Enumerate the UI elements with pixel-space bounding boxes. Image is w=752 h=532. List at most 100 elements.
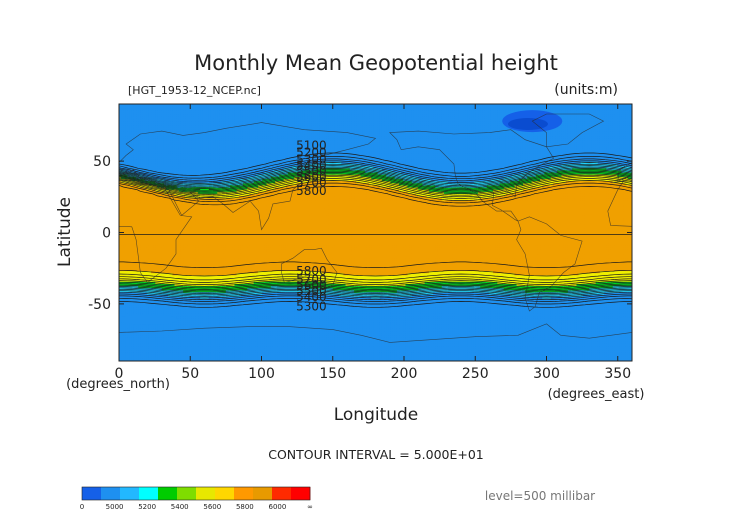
height-cell (119, 204, 122, 208)
height-cell (131, 301, 135, 304)
height-cell (153, 333, 156, 336)
height-cell (136, 198, 139, 201)
height-cell (159, 172, 163, 176)
height-cell (129, 256, 133, 259)
height-cell (123, 153, 127, 156)
height-cell (172, 196, 176, 199)
height-cell (146, 324, 150, 328)
height-cell (157, 221, 161, 225)
height-cell (119, 151, 122, 154)
height-cell (168, 223, 171, 227)
height-cell (146, 341, 150, 345)
height-cell (131, 232, 135, 236)
height-cell (174, 189, 178, 193)
height-cell (129, 335, 133, 339)
height-cell (151, 129, 154, 133)
height-cell (129, 151, 133, 154)
height-cell (136, 275, 139, 279)
height-cell (133, 148, 137, 152)
height-cell (140, 339, 144, 343)
height-cell (170, 266, 174, 270)
height-cell (155, 339, 159, 343)
height-cell (151, 136, 154, 139)
height-cell (168, 331, 171, 334)
height-cell (121, 305, 124, 309)
height-cell (148, 356, 152, 360)
height-cell (146, 226, 150, 229)
height-cell (119, 170, 122, 174)
height-cell (168, 127, 171, 131)
height-cell (151, 172, 154, 176)
height-cell (133, 335, 137, 339)
height-cell (138, 268, 141, 272)
height-cell (127, 204, 131, 208)
height-cell (157, 331, 161, 334)
height-cell (121, 309, 124, 313)
height-cell (176, 178, 180, 182)
height-cell (172, 163, 176, 167)
height-cell (140, 116, 144, 120)
height-cell (140, 253, 144, 257)
height-cell (148, 146, 152, 150)
height-cell (131, 303, 135, 306)
height-cell (138, 328, 141, 332)
height-cell (174, 204, 178, 208)
height-cell (161, 241, 165, 244)
height-cell (159, 298, 163, 302)
height-cell (178, 121, 182, 124)
height-cell (136, 251, 139, 255)
height-cell (176, 211, 180, 214)
height-cell (151, 230, 154, 234)
height-cell (174, 290, 178, 294)
height-cell (140, 343, 144, 347)
height-cell (127, 266, 131, 270)
height-cell (148, 153, 152, 156)
height-cell (148, 333, 152, 336)
height-cell (163, 110, 167, 114)
height-cell (151, 221, 154, 225)
height-cell (129, 125, 133, 129)
height-cell (123, 228, 127, 231)
height-cell (146, 140, 150, 144)
height-cell (142, 112, 146, 116)
height-cell (140, 236, 144, 240)
height-cell (127, 157, 131, 161)
height-cell (127, 125, 131, 129)
height-cell (138, 303, 141, 306)
height-cell (123, 161, 127, 165)
height-cell (125, 326, 129, 330)
height-cell (159, 279, 163, 283)
height-cell (148, 245, 152, 249)
height-cell (127, 110, 131, 114)
height-cell (166, 168, 169, 171)
height-cell (172, 326, 176, 330)
height-cell (133, 155, 137, 159)
height-cell (142, 341, 146, 345)
height-cell (133, 146, 137, 150)
height-cell (151, 264, 154, 268)
height-cell (157, 206, 161, 210)
height-cell (163, 335, 167, 339)
height-cell (119, 193, 122, 197)
height-cell (127, 226, 131, 229)
height-cell (131, 211, 135, 214)
height-cell (133, 234, 137, 238)
height-cell (127, 234, 131, 238)
height-cell (121, 136, 124, 139)
height-cell (121, 354, 124, 358)
height-cell (176, 350, 180, 354)
height-cell (174, 341, 178, 345)
height-cell (170, 335, 174, 339)
height-cell (155, 198, 159, 201)
height-cell (146, 268, 150, 272)
height-cell (142, 234, 146, 238)
height-cell (129, 324, 133, 328)
height-cell (142, 241, 146, 244)
height-cell (129, 247, 133, 251)
height-cell (168, 191, 171, 195)
height-cell (136, 161, 139, 165)
height-cell (119, 157, 122, 161)
height-cell (121, 204, 124, 208)
height-cell (146, 264, 150, 268)
height-cell (174, 352, 178, 356)
